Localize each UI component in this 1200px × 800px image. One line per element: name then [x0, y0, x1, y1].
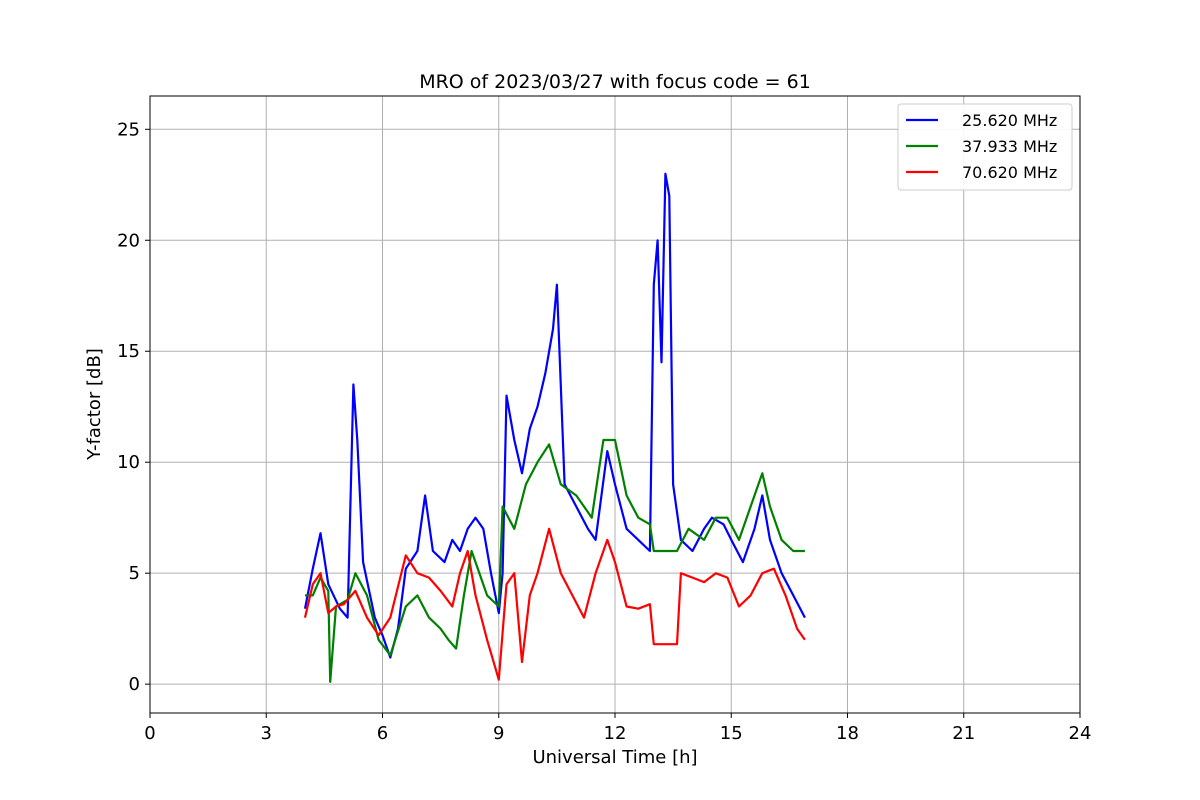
y-axis-label: Y-factor [dB] [84, 348, 105, 461]
y-tick-label: 20 [117, 230, 140, 251]
x-tick-label: 21 [952, 723, 975, 744]
legend-frame [897, 103, 1073, 191]
y-tick-label: 5 [129, 563, 140, 584]
series-line-3 [303, 527, 806, 681]
series-line-2 [305, 438, 805, 683]
y-tick-label: 0 [129, 674, 140, 695]
x-tick-label: 18 [836, 723, 859, 744]
legend-label: 70.620 MHz [962, 163, 1057, 182]
series-layer [303, 172, 806, 683]
ticks: 0 3 6 9 12 15 18 21 24 0 5 10 15 20 25 [117, 119, 1091, 744]
x-tick-label: 3 [261, 723, 272, 744]
chart-title: MRO of 2023/03/27 with focus code = 61 [419, 71, 811, 93]
x-tick-label: 12 [604, 723, 627, 744]
y-tick-label: 15 [117, 341, 140, 362]
x-tick-label: 15 [720, 723, 743, 744]
x-tick-label: 24 [1069, 723, 1092, 744]
y-tick-label: 10 [117, 452, 140, 473]
x-tick-label: 6 [377, 723, 388, 744]
legend-label: 25.620 MHz [962, 111, 1057, 130]
legend-label: 37.933 MHz [962, 137, 1057, 156]
x-tick-label: 0 [144, 723, 155, 744]
x-axis-label: Universal Time [h] [532, 747, 697, 768]
y-tick-label: 25 [117, 119, 140, 140]
legend: 25.620 MHz 37.933 MHz 70.620 MHz [897, 103, 1073, 191]
series-line-1 [303, 172, 806, 659]
x-tick-label: 9 [493, 723, 504, 744]
